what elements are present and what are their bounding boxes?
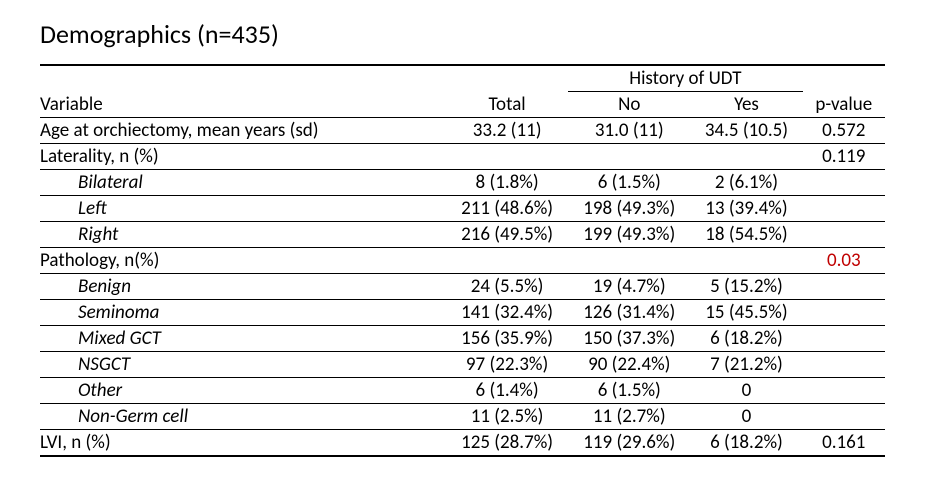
- cell-yes: 13 (39.4%): [690, 196, 802, 222]
- table-row: Other6 (1.4%)6 (1.5%)0: [40, 378, 885, 404]
- cell-pvalue: [803, 170, 885, 196]
- table-row: Age at orchiectomy, mean years (sd)33.2 …: [40, 118, 885, 144]
- cell-pvalue: [803, 352, 885, 378]
- cell-pvalue: [803, 222, 885, 248]
- cell-no: 6 (1.5%): [568, 378, 690, 404]
- cell-yes: 5 (15.2%): [690, 274, 802, 300]
- cell-no: 198 (49.3%): [568, 196, 690, 222]
- table-row: Left211 (48.6%)198 (49.3%)13 (39.4%): [40, 196, 885, 222]
- cell-total: 156 (35.9%): [446, 326, 568, 352]
- cell-variable: Non-Germ cell: [40, 404, 446, 430]
- page-title: Demographics (n=435): [40, 18, 885, 50]
- cell-variable: Left: [40, 196, 446, 222]
- cell-no: 199 (49.3%): [568, 222, 690, 248]
- cell-no: 31.0 (11): [568, 118, 690, 144]
- cell-total: [446, 144, 568, 170]
- cell-total: 125 (28.7%): [446, 430, 568, 457]
- cell-total: 6 (1.4%): [446, 378, 568, 404]
- cell-total: 33.2 (11): [446, 118, 568, 144]
- cell-total: 8 (1.8%): [446, 170, 568, 196]
- cell-yes: [690, 144, 802, 170]
- page-container: Demographics (n=435) History of UDT Vari…: [0, 0, 925, 503]
- col-header-yes: Yes: [690, 92, 802, 118]
- cell-yes: 6 (18.2%): [690, 326, 802, 352]
- cell-pvalue: [803, 326, 885, 352]
- table-row: NSGCT97 (22.3%)90 (22.4%)7 (21.2%): [40, 352, 885, 378]
- cell-yes: 6 (18.2%): [690, 430, 802, 457]
- cell-yes: 2 (6.1%): [690, 170, 802, 196]
- col-header-pvalue: p-value: [803, 92, 885, 118]
- cell-total: 97 (22.3%): [446, 352, 568, 378]
- spanner-history-of-udt: History of UDT: [568, 65, 802, 92]
- spanner-empty-var: [40, 65, 446, 92]
- cell-variable: Benign: [40, 274, 446, 300]
- cell-total: 216 (49.5%): [446, 222, 568, 248]
- cell-no: 11 (2.7%): [568, 404, 690, 430]
- cell-variable: Right: [40, 222, 446, 248]
- col-header-no: No: [568, 92, 690, 118]
- cell-total: 24 (5.5%): [446, 274, 568, 300]
- cell-yes: 34.5 (10.5): [690, 118, 802, 144]
- cell-variable: Seminoma: [40, 300, 446, 326]
- spanner-empty-total: [446, 65, 568, 92]
- table-row: Bilateral8 (1.8%)6 (1.5%)2 (6.1%): [40, 170, 885, 196]
- col-header-total: Total: [446, 92, 568, 118]
- demographics-table: History of UDT Variable Total No Yes p-v…: [40, 64, 885, 457]
- cell-no: 150 (37.3%): [568, 326, 690, 352]
- cell-total: [446, 248, 568, 274]
- cell-total: 11 (2.5%): [446, 404, 568, 430]
- table-row: Pathology, n(%) 0.03: [40, 248, 885, 274]
- cell-pvalue: [803, 404, 885, 430]
- table-body: Age at orchiectomy, mean years (sd)33.2 …: [40, 118, 885, 457]
- cell-yes: 0: [690, 378, 802, 404]
- cell-pvalue: [803, 196, 885, 222]
- table-row: Mixed GCT156 (35.9%)150 (37.3%)6 (18.2%): [40, 326, 885, 352]
- cell-pvalue: 0.119: [803, 144, 885, 170]
- cell-yes: 15 (45.5%): [690, 300, 802, 326]
- cell-pvalue: [803, 274, 885, 300]
- cell-variable: Other: [40, 378, 446, 404]
- cell-variable: Pathology, n(%): [40, 248, 446, 274]
- cell-yes: 0: [690, 404, 802, 430]
- cell-pvalue: [803, 300, 885, 326]
- cell-no: 6 (1.5%): [568, 170, 690, 196]
- col-header-variable: Variable: [40, 92, 446, 118]
- cell-total: 141 (32.4%): [446, 300, 568, 326]
- cell-variable: Age at orchiectomy, mean years (sd): [40, 118, 446, 144]
- cell-variable: Laterality, n (%): [40, 144, 446, 170]
- table-row: LVI, n (%)125 (28.7%)119 (29.6%)6 (18.2%…: [40, 430, 885, 457]
- cell-total: 211 (48.6%): [446, 196, 568, 222]
- cell-yes: 7 (21.2%): [690, 352, 802, 378]
- cell-no: 90 (22.4%): [568, 352, 690, 378]
- cell-no: [568, 144, 690, 170]
- table-row: Laterality, n (%) 0.119: [40, 144, 885, 170]
- table-row: Non-Germ cell11 (2.5%)11 (2.7%)0: [40, 404, 885, 430]
- cell-variable: Mixed GCT: [40, 326, 446, 352]
- cell-variable: LVI, n (%): [40, 430, 446, 457]
- cell-no: [568, 248, 690, 274]
- cell-yes: 18 (54.5%): [690, 222, 802, 248]
- cell-no: 19 (4.7%): [568, 274, 690, 300]
- table-row: Benign24 (5.5%)19 (4.7%)5 (15.2%): [40, 274, 885, 300]
- cell-variable: Bilateral: [40, 170, 446, 196]
- cell-pvalue: 0.03: [803, 248, 885, 274]
- cell-pvalue: 0.161: [803, 430, 885, 457]
- cell-variable: NSGCT: [40, 352, 446, 378]
- cell-no: 119 (29.6%): [568, 430, 690, 457]
- cell-pvalue: 0.572: [803, 118, 885, 144]
- table-spanner-row: History of UDT: [40, 65, 885, 92]
- spanner-empty-p: [803, 65, 885, 92]
- cell-yes: [690, 248, 802, 274]
- table-row: Right216 (49.5%)199 (49.3%)18 (54.5%): [40, 222, 885, 248]
- table-header-row: Variable Total No Yes p-value: [40, 92, 885, 118]
- cell-no: 126 (31.4%): [568, 300, 690, 326]
- cell-pvalue: [803, 378, 885, 404]
- table-row: Seminoma141 (32.4%)126 (31.4%)15 (45.5%): [40, 300, 885, 326]
